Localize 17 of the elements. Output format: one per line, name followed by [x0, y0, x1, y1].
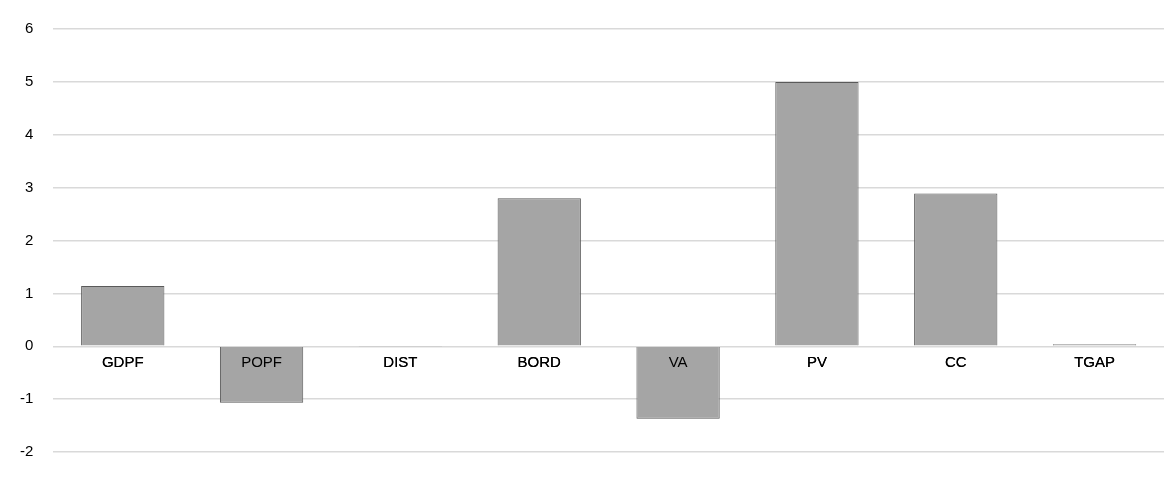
y-tick-label: -1 [19, 389, 34, 407]
y-tick-label: 5 [24, 72, 34, 90]
x-tick-label: PV [806, 353, 827, 371]
x-tick-label: POPF [241, 353, 283, 371]
y-tick-label: 3 [24, 177, 34, 195]
x-tick-label: BORD [517, 353, 562, 371]
y-tick-label: 6 [24, 19, 34, 37]
x-tick-label: TGAP [1074, 353, 1116, 371]
x-tick-label: GDPF [101, 353, 144, 371]
y-tick-label: 0 [24, 336, 34, 354]
y-tick-label: -2 [19, 442, 34, 460]
x-tick-label: CC [944, 353, 967, 371]
y-tick-label: 2 [24, 230, 34, 248]
x-tick-label: VA [668, 353, 688, 371]
y-tick-label: 1 [24, 283, 34, 301]
y-tick-label: 4 [24, 124, 34, 142]
x-tick-label: DIST [383, 353, 418, 371]
